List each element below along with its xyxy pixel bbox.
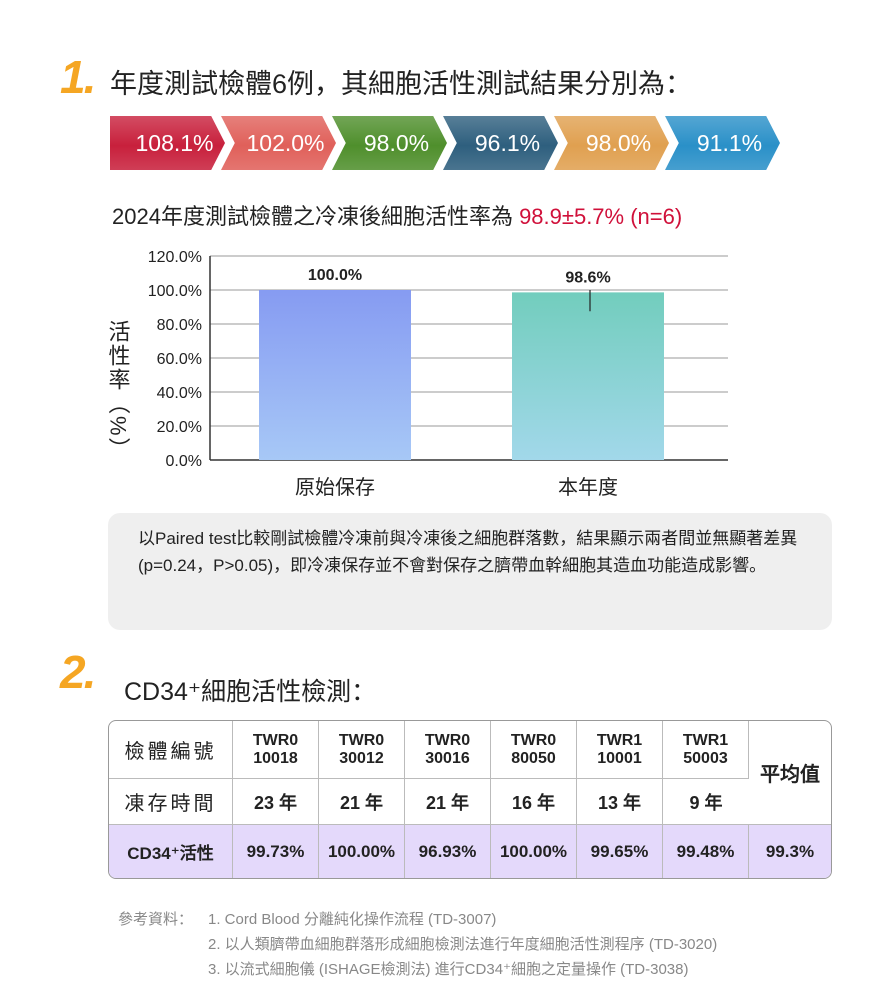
row-header: 檢體編號: [109, 721, 233, 779]
cd34-table: 檢體編號 TWR0 10018 TWR0 30012 TWR0 30016 TWR0 80050…: [108, 720, 832, 879]
summary-value: 98.9±5.7% (n=6): [519, 204, 683, 229]
table-cell: 21 年: [319, 779, 405, 825]
section-title-1: 年度測試檢體6例，其細胞活性測試結果分別為：: [110, 69, 693, 99]
y-tick-label: 40.0%: [157, 385, 202, 402]
sample-id: 30012: [339, 749, 384, 767]
note-box: 以Paired test比較剛試檢體冷凍前與冷凍後之細胞群落數，結果顯示兩者間並…: [108, 513, 832, 630]
y-tick-label: 0.0%: [166, 453, 202, 470]
row-header: CD34⁺活性: [109, 825, 233, 878]
bar-chart: 0.0% 20.0% 40.0% 60.0% 80.0% 100.0% 120.0% 100.…: [106, 249, 728, 499]
x-tick-label: 原始保存: [295, 476, 375, 499]
section-number-1: 1.: [60, 51, 96, 103]
references-label: 參考資料：: [118, 911, 194, 928]
data-label: 100.0%: [308, 267, 362, 284]
table-cell: 99.65%: [577, 825, 663, 878]
table-cell: TWR0 10018: [233, 721, 319, 779]
reference-item: 2. 以人類臍帶血細胞群落形成細胞檢測法進行年度細胞活性測程序 (TD-3020…: [208, 936, 718, 953]
table-cell: 100.00%: [491, 825, 577, 878]
y-tick-label: 20.0%: [157, 419, 202, 436]
y-axis-label: 活性率（%）: [106, 320, 131, 462]
section-title-2: CD34⁺細胞活性檢測：: [124, 678, 377, 706]
result-chevron: 91.1%: [665, 116, 780, 170]
table-cell: TWR1 10001: [577, 721, 663, 779]
sample-id: TWR0: [424, 731, 471, 749]
avg-value: 99.3%: [749, 825, 831, 878]
summary: 2024年度測試檢體之冷凍後細胞活性率為 98.9±5.7% (n=6): [112, 204, 683, 229]
table-cell: 9 年: [663, 779, 749, 825]
result-chevron: 102.0%: [221, 116, 336, 170]
table-cell: TWR0 80050: [491, 721, 577, 779]
sample-id: 10018: [253, 749, 298, 767]
y-tick-label: 120.0%: [148, 249, 202, 266]
section-number-2: 2.: [60, 646, 96, 698]
sample-id: TWR0: [252, 731, 299, 749]
result-chevron: 98.0%: [554, 116, 669, 170]
x-tick-label: 本年度: [558, 476, 618, 499]
result-chevron: 96.1%: [443, 116, 558, 170]
table-cell: TWR1 50003: [663, 721, 749, 779]
result-chevron: 108.1%: [110, 116, 225, 170]
table-cell: 96.93%: [405, 825, 491, 878]
avg-label: 平均值: [749, 721, 831, 825]
y-tick-label: 100.0%: [148, 283, 202, 300]
table-cell: TWR0 30012: [319, 721, 405, 779]
table-cell: 99.48%: [663, 825, 749, 878]
y-tick-label: 60.0%: [157, 351, 202, 368]
sample-id: 10001: [597, 749, 642, 767]
sample-id: 50003: [683, 749, 728, 767]
table-cell: 100.00%: [319, 825, 405, 878]
bar-原始保存: [259, 290, 411, 460]
sample-id: TWR1: [596, 731, 643, 749]
sample-id: 80050: [511, 749, 556, 767]
bar-本年度: [512, 292, 664, 460]
table-cell: 23 年: [233, 779, 319, 825]
data-label: 98.6%: [565, 269, 610, 286]
sample-id: TWR1: [682, 731, 729, 749]
table-cell: 16 年: [491, 779, 577, 825]
row-header: 凍存時間: [109, 779, 233, 825]
reference-item: 3. 以流式細胞儀 (ISHAGE檢測法) 進行CD34⁺細胞之定量操作 (TD…: [208, 961, 689, 978]
result-chevron: 98.0%: [332, 116, 447, 170]
table-cell: TWR0 30016: [405, 721, 491, 779]
sample-id: 30016: [425, 749, 470, 767]
y-tick-label: 80.0%: [157, 317, 202, 334]
table-cell: 99.73%: [233, 825, 319, 878]
table-cell: 13 年: [577, 779, 663, 825]
sample-id: TWR0: [338, 731, 385, 749]
results-strip: 108.1% 102.0% 98.0% 96.1% 98.0% 91.1%: [110, 116, 800, 170]
table-cell: 21 年: [405, 779, 491, 825]
sample-id: TWR0: [510, 731, 557, 749]
reference-item: 1. Cord Blood 分離純化操作流程 (TD-3007): [208, 911, 497, 928]
